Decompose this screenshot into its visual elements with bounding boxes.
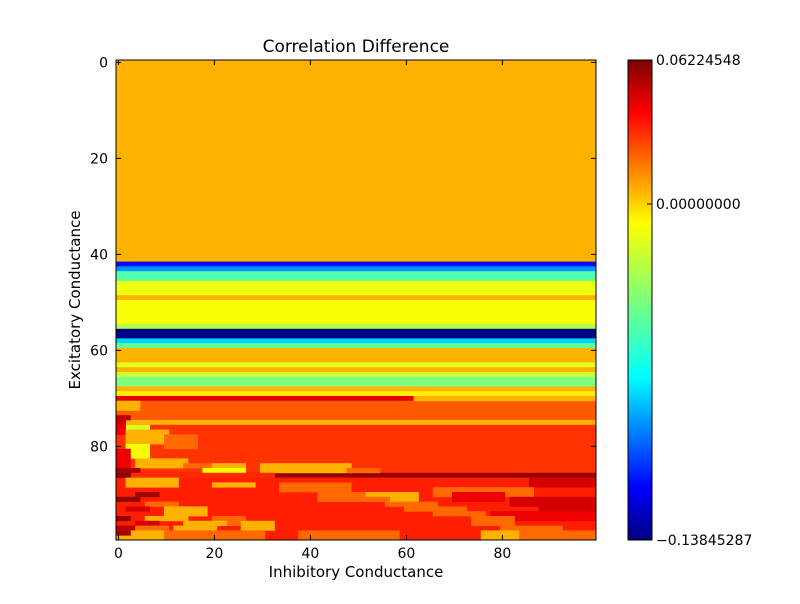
heatmap-patch xyxy=(212,463,246,469)
heatmap-band xyxy=(116,348,597,363)
heatmap-patch xyxy=(125,424,150,430)
heatmap-band xyxy=(116,362,597,368)
heatmap-patch xyxy=(183,520,227,526)
heatmap-patch xyxy=(317,492,371,498)
heatmap-patch xyxy=(538,501,597,512)
x-axis-label: Inhibitory Conductance xyxy=(269,563,444,581)
heatmap-band xyxy=(116,420,597,426)
heatmap-patch xyxy=(202,468,246,474)
heatmap-patch xyxy=(116,530,131,536)
plot-frame xyxy=(115,59,597,541)
heatmap-patch xyxy=(164,506,208,517)
heatmap-patch xyxy=(116,415,131,421)
x-tick-label: 40 xyxy=(301,546,319,562)
heatmap-band xyxy=(116,271,597,282)
heatmap-patch xyxy=(212,516,246,526)
heatmap-patch xyxy=(125,477,179,488)
y-tick-label: 80 xyxy=(90,439,108,455)
heatmap-patch xyxy=(135,520,160,526)
heatmap-patch xyxy=(116,472,131,478)
heatmap-patch xyxy=(298,530,400,541)
x-tick-label: 0 xyxy=(114,546,123,562)
heatmap-patch xyxy=(116,468,141,474)
colorbar-tick-label: 0.06224548 xyxy=(656,53,741,69)
heatmap-patch xyxy=(116,424,126,435)
y-tick-label: 0 xyxy=(99,55,108,71)
heatmap-patch xyxy=(116,400,141,411)
heatmap-patch xyxy=(116,530,170,541)
y-tick-label: 40 xyxy=(90,247,108,263)
heatmap-patch xyxy=(432,511,486,517)
heatmap-patch xyxy=(490,511,597,522)
heatmap-band xyxy=(116,391,597,397)
heatmap-patch xyxy=(116,420,126,426)
heatmap-patch xyxy=(346,468,381,474)
heatmap-patch xyxy=(164,434,198,450)
heatmap-cells xyxy=(116,60,597,541)
heatmap-patch xyxy=(144,516,189,522)
y-tick-label: 60 xyxy=(90,343,108,359)
heatmap-band xyxy=(116,472,597,478)
heatmap-band xyxy=(116,338,597,344)
heatmap-patch xyxy=(471,516,515,526)
x-tick-label: 60 xyxy=(397,546,415,562)
heatmap-patch xyxy=(452,492,506,502)
y-axis-label: Excitatory Conductance xyxy=(66,211,84,390)
heatmap-band xyxy=(116,261,597,267)
heatmap-patch xyxy=(125,444,150,459)
heatmap-patch xyxy=(116,525,141,531)
x-tick-label: 20 xyxy=(205,546,223,562)
heatmap-patch xyxy=(260,463,352,474)
heatmap-patch xyxy=(135,525,170,531)
heatmap-band xyxy=(116,396,597,402)
colorbar-tick-label: −0.13845287 xyxy=(656,533,752,549)
heatmap-patch xyxy=(519,530,597,541)
x-axis-ticks: 0 20 40 60 80 xyxy=(114,60,511,562)
heatmap-patch xyxy=(500,525,563,531)
heatmap-patch xyxy=(125,506,150,512)
colorbar-tick-label: 0.00000000 xyxy=(656,197,741,213)
heatmap-band xyxy=(116,328,597,339)
heatmap-patch xyxy=(404,506,467,512)
heatmap-band xyxy=(116,343,597,349)
heatmap-patch xyxy=(116,496,141,502)
heatmap-patch xyxy=(173,525,218,531)
heatmap-band xyxy=(116,300,597,325)
colorbar xyxy=(627,59,653,541)
heatmap-band xyxy=(116,400,597,421)
heatmap-patch xyxy=(135,492,160,498)
heatmap-patch xyxy=(116,448,131,469)
heatmap-band xyxy=(116,280,597,296)
heatmap-patch xyxy=(125,429,170,445)
heatmap-band xyxy=(116,324,597,330)
heatmap-patch xyxy=(365,492,419,502)
heatmap-band xyxy=(116,295,597,301)
heatmap-patch xyxy=(413,396,597,402)
heatmap-patch xyxy=(144,501,179,507)
heatmap-patch xyxy=(240,520,275,531)
heatmap-band xyxy=(116,60,597,262)
heatmap-patch xyxy=(212,482,256,488)
heatmap-patch xyxy=(279,482,352,493)
x-tick-label: 80 xyxy=(493,546,511,562)
y-axis-ticks: 0 20 40 60 80 xyxy=(90,55,596,455)
heatmap-band xyxy=(116,266,597,272)
y-tick-label: 20 xyxy=(90,151,108,167)
heatmap-band xyxy=(116,367,597,373)
heatmap-patch xyxy=(317,496,390,502)
heatmap-patch xyxy=(528,477,597,488)
heatmap-patch xyxy=(183,463,218,469)
heatmap-band xyxy=(116,372,597,378)
chart-title: Correlation Difference xyxy=(263,37,450,57)
heatmap-patch xyxy=(384,501,438,507)
heatmap-band xyxy=(116,376,597,387)
heatmap-patch xyxy=(116,516,131,522)
heatmap-patch xyxy=(116,472,275,478)
heatmap-patch xyxy=(135,458,189,469)
heatmap-band xyxy=(116,386,597,392)
colorbar-ticks: 0.06224548 0.00000000 −0.13845287 xyxy=(647,53,752,549)
